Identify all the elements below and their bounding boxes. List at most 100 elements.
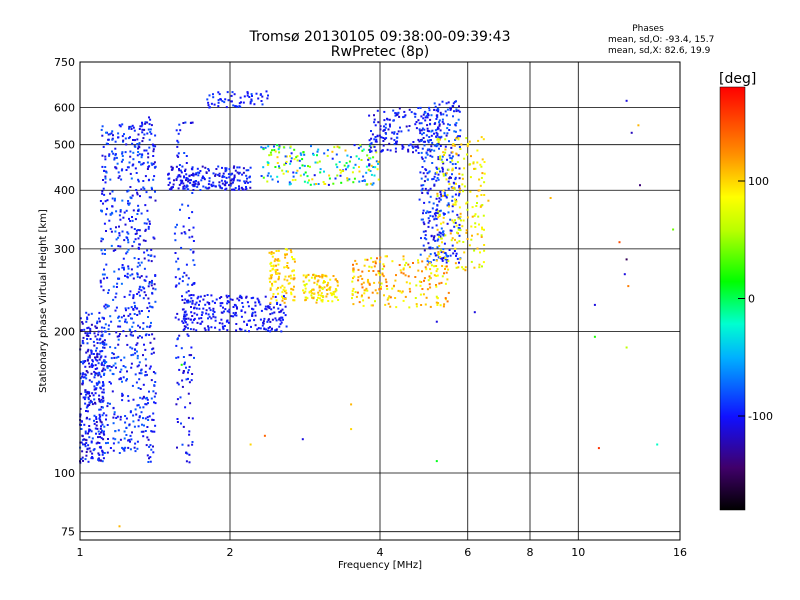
data-point [175,403,178,406]
data-point [438,147,440,150]
data-point [138,310,141,313]
data-point [472,162,475,165]
data-point [107,143,109,145]
data-point [465,229,468,232]
data-point [452,203,455,206]
data-point [182,370,185,372]
data-point [454,262,457,265]
data-point [220,296,223,298]
data-point [437,252,440,255]
data-point [115,226,117,229]
data-point [208,180,211,183]
data-point [187,317,190,320]
data-point [210,294,213,297]
data-point [96,367,99,370]
data-point [481,228,484,231]
data-point [226,319,229,322]
data-point [458,227,461,230]
data-point [119,209,122,211]
data-point [250,98,253,101]
data-point [188,175,191,178]
data-point [339,171,342,174]
data-point [399,269,402,272]
data-point [306,297,309,300]
data-point [359,275,362,278]
data-point [129,125,132,128]
data-point [102,384,105,387]
data-point [85,320,88,323]
data-point [177,268,180,271]
data-point [154,392,157,395]
data-point [121,199,124,202]
data-point [451,210,454,213]
data-point [187,180,190,183]
data-point [230,100,233,103]
data-point [105,263,108,266]
data-point [123,211,126,214]
data-point [101,414,104,417]
data-point [370,142,373,145]
data-point [483,249,486,252]
data-point [438,245,441,247]
data-point [90,349,93,352]
data-point [313,292,316,295]
data-point [206,294,209,296]
data-point [191,283,194,286]
data-point [435,285,438,288]
data-point [457,217,460,220]
data-point [444,151,447,154]
data-point [108,153,111,156]
data-point [308,279,311,282]
data-point [79,407,82,410]
data-point [448,249,451,251]
data-point [378,287,381,290]
data-point [284,155,287,158]
data-point [109,369,112,372]
data-point [479,205,482,208]
data-point [188,179,191,182]
data-point [217,99,220,102]
data-point [153,161,156,164]
data-point [373,121,376,124]
data-point [267,327,270,330]
data-point [440,227,443,230]
data-point [436,228,439,231]
data-point [144,430,147,432]
data-point [148,116,150,119]
data-point [458,234,461,237]
data-point [466,208,469,211]
data-point [136,307,139,310]
data-point [142,395,145,398]
data-point [146,416,149,419]
data-point [190,311,193,314]
data-point [455,200,458,203]
data-point [323,152,326,155]
data-point [112,249,115,252]
data-point [145,191,148,194]
data-point [318,297,321,300]
data-point [445,114,448,117]
data-point [83,328,86,331]
data-point [201,311,204,314]
data-point [468,244,471,247]
data-point [332,182,335,185]
data-point [328,288,331,291]
data-point [292,278,295,281]
data-point [115,156,118,159]
data-point [445,178,448,181]
data-point [458,172,461,175]
data-point [136,342,139,345]
data-point [248,96,251,98]
data-point [119,125,122,128]
data-point [460,219,462,222]
data-point [148,445,151,448]
data-point [142,383,145,386]
data-point [191,443,194,446]
data-point [131,219,134,222]
data-point [381,272,384,275]
data-point [346,179,349,182]
data-point [451,199,454,202]
data-point [136,275,139,278]
data-point [241,188,244,191]
data-point [278,146,281,149]
